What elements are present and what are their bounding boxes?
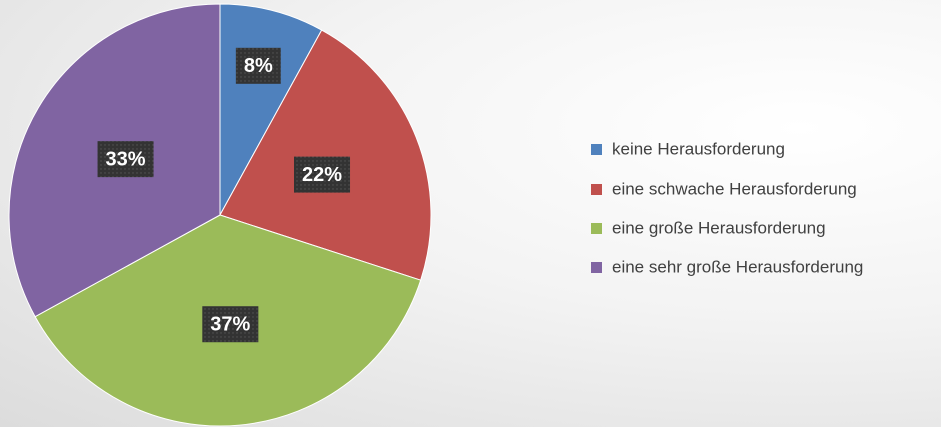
legend-swatch	[591, 184, 602, 195]
pie-slice	[219, 29, 432, 281]
data-label: 33%	[97, 141, 154, 178]
legend-swatch	[591, 144, 602, 155]
data-label-box	[202, 306, 259, 343]
data-label-box	[235, 47, 281, 84]
data-label-text: 37%	[210, 314, 250, 336]
legend-label: eine große Herausforderung	[612, 218, 826, 237]
data-label: 37%	[202, 306, 259, 343]
legend-label: eine sehr große Herausforderung	[612, 257, 863, 276]
data-label-text: 22%	[302, 164, 342, 186]
data-label-text: 33%	[106, 148, 146, 170]
legend-swatch	[591, 223, 602, 234]
data-label: 8%	[235, 47, 281, 84]
data-label-text: 8%	[244, 55, 273, 77]
legend-label: keine Herausforderung	[612, 139, 785, 158]
data-label: 22%	[293, 156, 351, 193]
legend-label: eine schwache Herausforderung	[612, 179, 857, 198]
data-label-box	[97, 141, 154, 178]
data-label-box	[293, 156, 351, 193]
legend-swatch	[591, 262, 602, 273]
